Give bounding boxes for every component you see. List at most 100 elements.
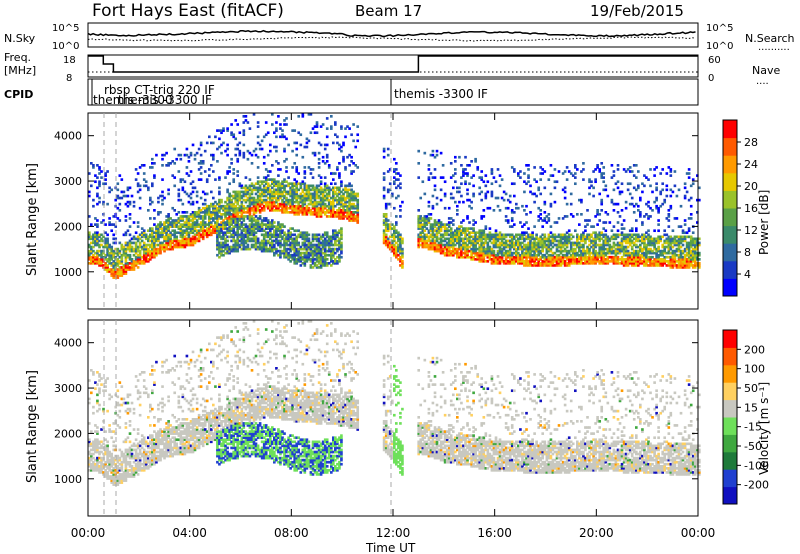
power-cell [90,251,93,255]
power-cell [488,255,492,259]
power-cell [460,225,463,228]
power-cell [295,180,299,184]
power-cell [502,235,506,239]
power-cell [626,258,630,261]
power-cell [474,247,477,251]
power-cell [311,245,315,249]
power-cell [391,239,394,243]
power-cell [112,251,116,255]
power-cell [460,221,463,224]
power-cell [346,155,349,159]
power-cell [592,262,595,265]
power-cell [295,153,299,157]
power-cell [464,180,467,184]
power-cell [203,202,207,206]
power-cell [498,209,502,212]
power-cell [346,196,349,200]
power-cell [561,217,565,220]
power-cell [622,262,626,265]
power-cell [319,266,323,269]
power-cell [525,231,528,235]
power-cell [179,239,183,243]
power-cell [417,241,421,245]
power-cell [327,200,331,204]
power-cell [517,243,520,247]
power-cell [340,145,343,149]
freq-tick-low: 8 [66,73,72,84]
power-cell [452,245,455,249]
power-cell [313,264,317,267]
power-cell [230,206,233,210]
power-cell [303,176,307,179]
power-cell [325,258,329,261]
power-cell [632,258,636,261]
power-cell [159,225,162,228]
power-cell [460,239,463,243]
power-cell [248,237,252,241]
power-cell [327,215,331,218]
power-cell [325,160,329,163]
power-cell [197,213,201,216]
power-cell [177,198,181,202]
power-cell [246,237,250,241]
power-cell [429,235,433,239]
power-cell [571,258,575,261]
power-cell [502,237,506,241]
power-cell [295,260,299,263]
power-cell [94,243,97,247]
power-cell [173,233,177,237]
power-cell [321,192,325,196]
power-cell [565,253,569,257]
power-cell [242,131,246,135]
power-cell [256,227,260,230]
power-cell [610,255,614,259]
power-cell [539,241,543,245]
power-cell [144,233,148,237]
power-cell [252,188,256,192]
power-cell [382,176,386,179]
power-cell [289,247,292,251]
power-cell [431,233,435,237]
power-cell [348,153,351,157]
power-cell [352,170,355,173]
power-cell [295,192,299,196]
power-cell [102,200,105,204]
power-cell [315,200,319,204]
power-cell [281,249,284,253]
power-cell [565,264,569,267]
power-cell [399,174,402,177]
power-cell [149,196,152,200]
power-cell [492,237,496,241]
power-cell [425,243,429,247]
power-cell [271,196,274,200]
power-cell [620,239,624,243]
power-cell [212,155,215,159]
power-cell [551,255,555,259]
power-cell [500,178,504,181]
power-cell [283,249,286,253]
power-cell [384,204,388,208]
power-cell [98,184,101,188]
power-cell [264,245,268,249]
power-cell [279,233,282,237]
power-cell [291,198,294,202]
power-cell [604,260,608,263]
power-cell [147,253,150,257]
power-cell [149,202,152,206]
power-cell [230,200,233,204]
power-cell [250,237,254,241]
power-cell [254,202,258,206]
power-cell [498,258,502,261]
power-cell [287,255,290,259]
power-cell [624,239,628,243]
power-cell [291,245,294,249]
power-cell [515,241,518,245]
power-cell [250,217,254,220]
power-cell [144,243,148,247]
power-cell [510,237,514,241]
power-cell [464,172,467,175]
power-cell [110,270,114,273]
power-cell [273,131,276,135]
power-cell [476,168,480,171]
power-cell [567,235,571,239]
